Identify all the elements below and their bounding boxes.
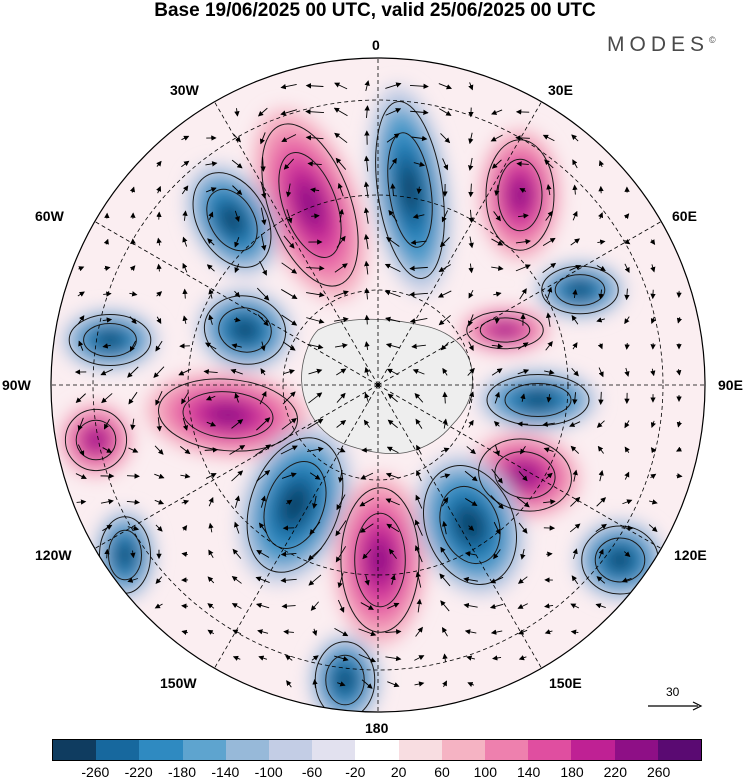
lon-label-120e: 120E [674, 547, 707, 563]
lon-label-30e: 30E [548, 82, 573, 98]
lon-label-90w: 90W [2, 377, 31, 393]
lon-label-0: 0 [372, 37, 380, 53]
wind-arrow [516, 138, 530, 139]
colorbar-swatch [571, 740, 614, 760]
lon-label-150e: 150E [549, 675, 582, 691]
lon-label-60e: 60E [672, 208, 697, 224]
colorbar-swatch [615, 740, 658, 760]
anomaly-contour-fill [87, 431, 104, 448]
colorbar-tick-label: -260 [81, 764, 109, 780]
colorbar-swatch [399, 740, 442, 760]
wind-arrow [497, 317, 498, 323]
wind-arrow [107, 550, 108, 559]
colorbar-swatch [528, 740, 571, 760]
colorbar-tick-label: -180 [168, 764, 196, 780]
anomaly-contour-fill [369, 540, 391, 581]
wind-arrow [182, 606, 188, 607]
wind-arrow [601, 392, 602, 404]
anomaly-field [48, 55, 708, 725]
colorbar-tick-label: -60 [302, 764, 322, 780]
colorbar-tick-label: -140 [211, 764, 239, 780]
colorbar-swatch [485, 740, 528, 760]
colorbar-tick-label: 140 [517, 764, 540, 780]
colorbar-swatch [269, 740, 312, 760]
colorbar-swatch [53, 740, 96, 760]
colorbar-tick-label: 100 [474, 764, 497, 780]
anomaly-contour-fill [118, 544, 132, 566]
colorbar-swatch [442, 740, 485, 760]
colorbar-tick-label: 20 [391, 764, 407, 780]
wind-arrow [159, 212, 160, 219]
anomaly-contour-fill [569, 283, 591, 296]
colorbar-tick-labels: -260 -220 -180 -140 -100 -60 -20 20 60 100 140 180 2… [0, 764, 750, 784]
lon-label-150w: 150W [160, 675, 197, 691]
colorbar-swatch [355, 740, 398, 760]
colorbar-tick-label: -100 [255, 764, 283, 780]
colorbar-swatch [139, 740, 182, 760]
vector-scale-arrow [648, 702, 701, 710]
colorbar-swatch [96, 740, 139, 760]
lon-label-60w: 60W [35, 208, 64, 224]
anomaly-contour-fill [510, 179, 529, 210]
anomaly-contour-fill [609, 550, 631, 569]
colorbar-tick-label: -220 [125, 764, 153, 780]
colorbar-swatch [183, 740, 226, 760]
wind-arrow [546, 554, 552, 555]
lon-label-120w: 120W [35, 547, 72, 563]
colorbar-tick-label: 260 [647, 764, 670, 780]
lon-label-30w: 30W [170, 82, 199, 98]
colorbar-tick-label: -20 [345, 764, 365, 780]
vector-scale-label: 30 [666, 685, 679, 699]
colorbar-tick-label: 180 [560, 764, 583, 780]
colorbar-tick-label: 220 [604, 764, 627, 780]
colorbar [52, 739, 702, 761]
anomaly-contour-fill [494, 325, 516, 336]
anomaly-contour-fill [524, 393, 553, 407]
wind-arrow [627, 343, 628, 349]
anomaly-contour-fill [337, 669, 354, 691]
lon-label-180: 180 [365, 720, 388, 736]
south-pole-marker [376, 383, 380, 387]
colorbar-swatch [658, 740, 701, 760]
lon-label-90e: 90E [718, 377, 743, 393]
colorbar-swatch [312, 740, 355, 760]
colorbar-tick-label: 60 [434, 764, 450, 780]
colorbar-swatch [226, 740, 269, 760]
